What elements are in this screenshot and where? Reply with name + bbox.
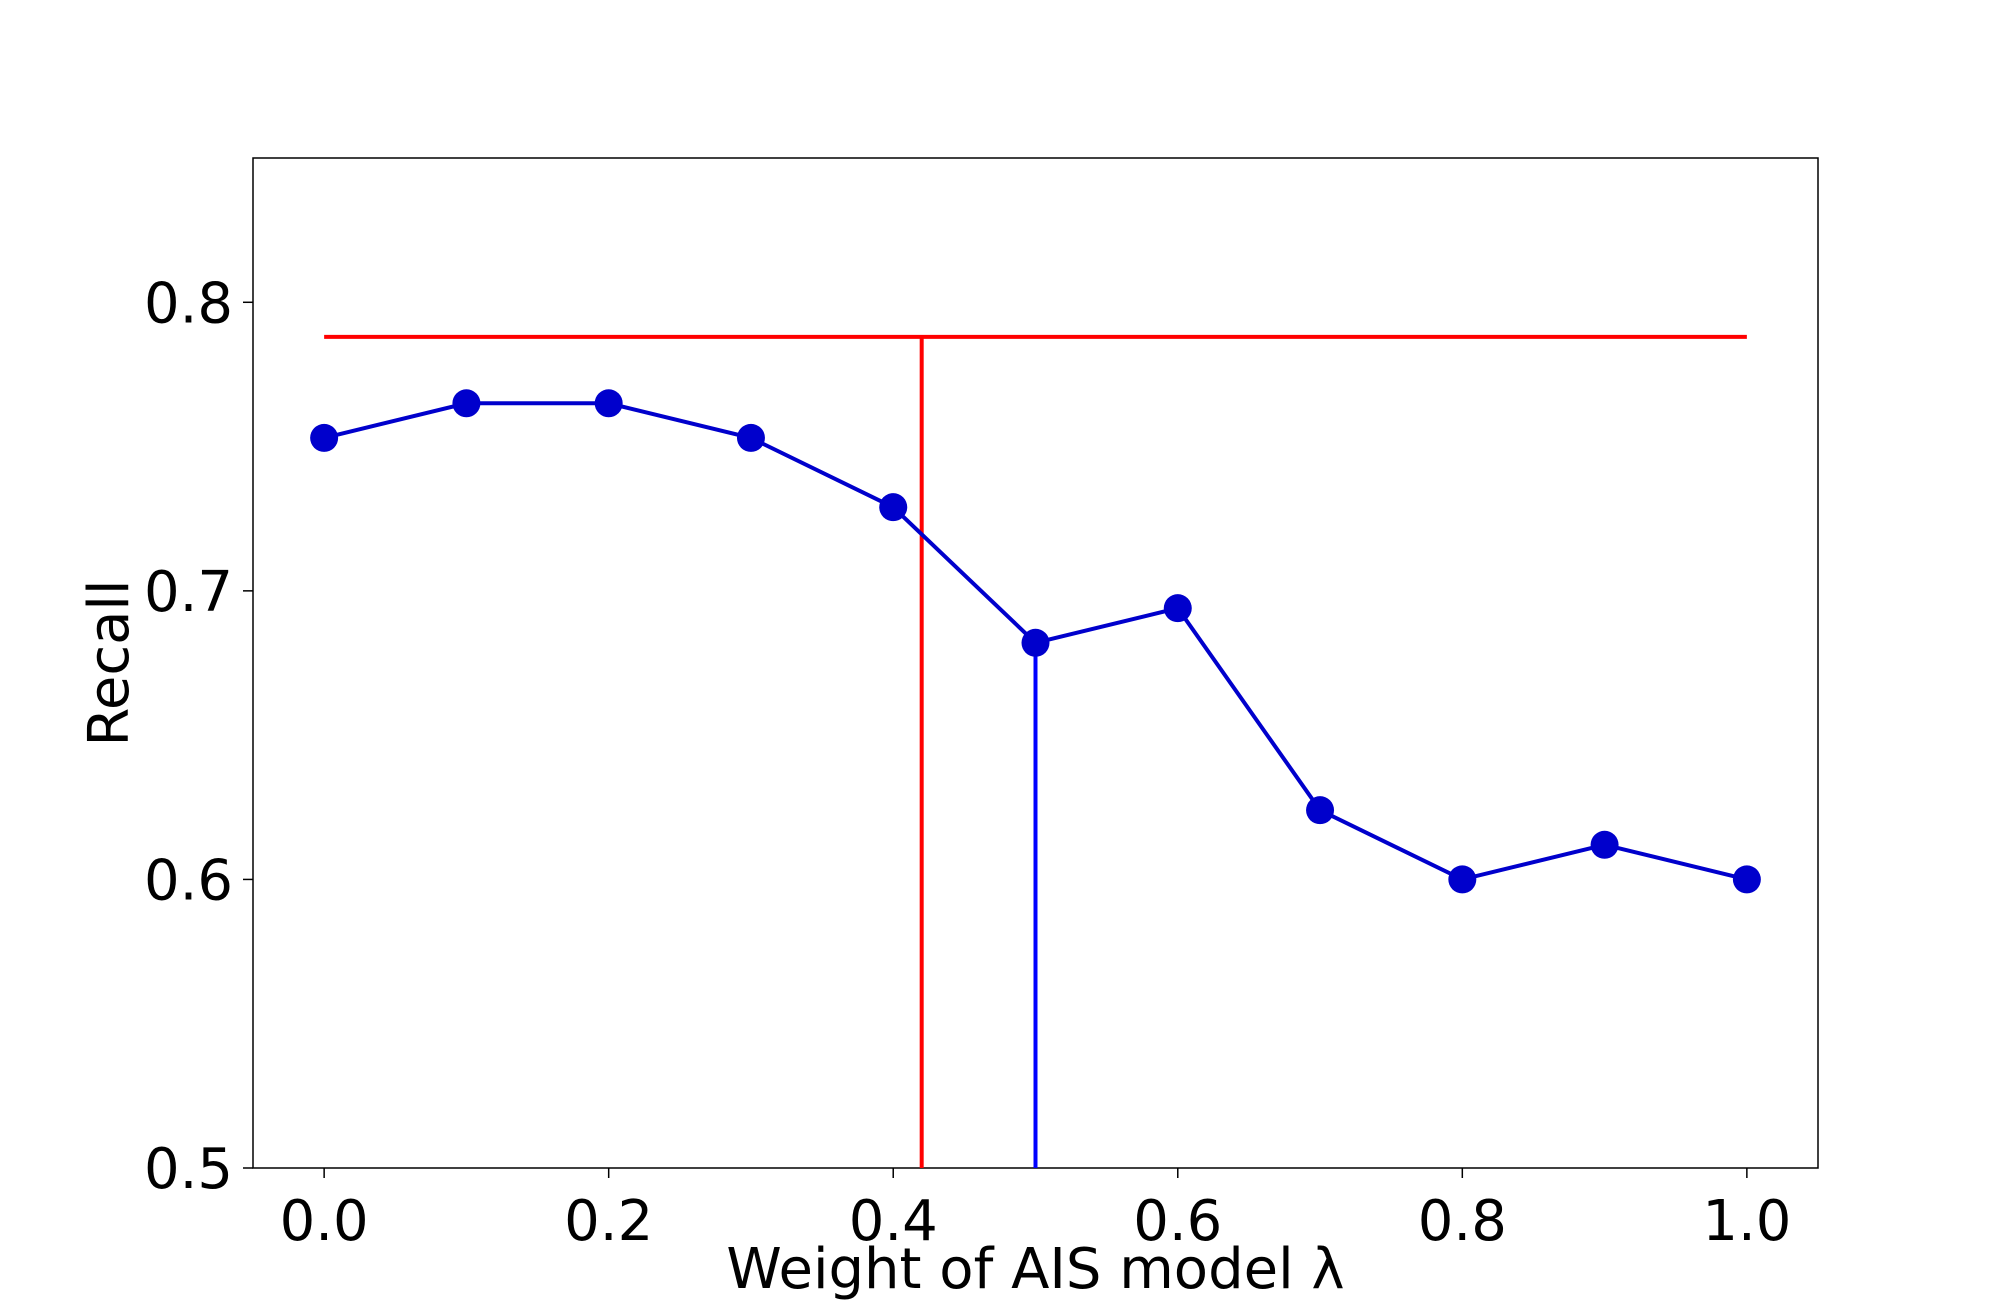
data-point (310, 423, 339, 452)
data-point (452, 389, 481, 418)
data-point (594, 389, 623, 418)
y-tick-label: 0.7 (144, 560, 233, 625)
series-group (310, 389, 1761, 894)
y-axis-label: Recall (77, 579, 142, 746)
y-tick-label: 0.5 (144, 1137, 233, 1202)
data-point (1732, 865, 1761, 894)
x-tick-label: 0.8 (1418, 1189, 1507, 1254)
y-axis-ticks: 0.5 0.6 0.7 0.8 (144, 271, 253, 1202)
data-point (736, 423, 765, 452)
data-point (1448, 865, 1477, 894)
x-tick-label: 1.0 (1702, 1189, 1791, 1254)
data-point (1021, 628, 1050, 657)
x-tick-label: 0.2 (564, 1189, 653, 1254)
data-point (879, 493, 908, 522)
data-point (1306, 796, 1335, 825)
y-tick-label: 0.8 (144, 271, 233, 336)
x-tick-label: 0.4 (849, 1189, 938, 1254)
data-point (1590, 830, 1619, 859)
data-point (1163, 594, 1192, 623)
reference-lines (324, 334, 1747, 1168)
x-tick-label: 0.0 (280, 1189, 369, 1254)
x-axis-label: Weight of AIS model λ (726, 1237, 1344, 1300)
y-tick-label: 0.6 (144, 848, 233, 913)
x-axis-ticks: 0.0 0.2 0.4 0.6 0.8 1.0 (280, 1168, 1791, 1254)
x-tick-label: 0.6 (1133, 1189, 1222, 1254)
